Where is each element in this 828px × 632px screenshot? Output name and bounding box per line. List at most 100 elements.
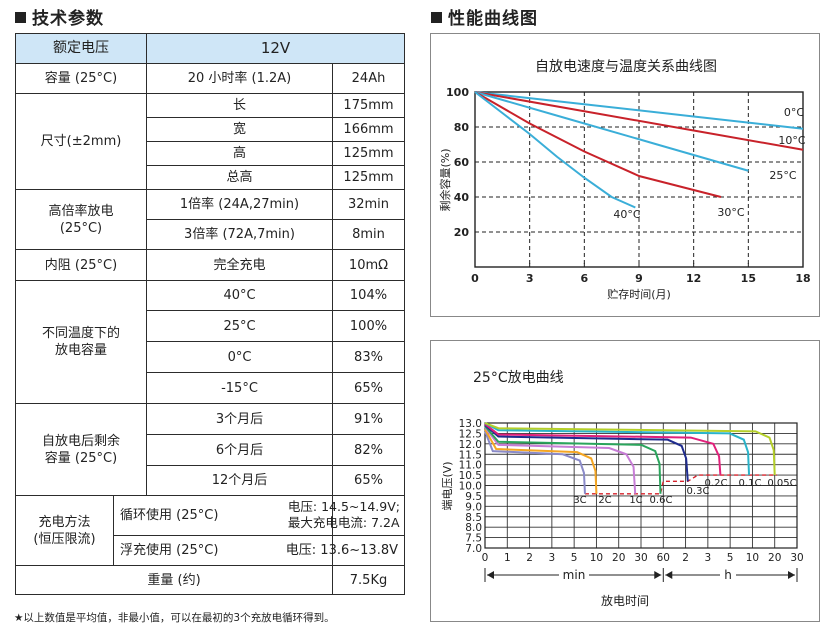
high-rate-label-line2: (25°C) — [59, 220, 103, 236]
self-discharge-chart: 自放电速度与温度关系曲线图 20 40 60 80 100 0 3 6 9 12 15 18 0°C 10°… — [430, 33, 820, 317]
temp-value: 104% — [332, 280, 405, 311]
dim-value: 125mm — [332, 165, 405, 190]
y-tick-label: 10.5 — [459, 470, 482, 482]
series-line-0.2C — [484, 423, 722, 476]
self-discharge-label: 自放电后剩余 容量 (25°C) — [15, 403, 147, 496]
y-tick-label: 7.0 — [465, 543, 482, 555]
table-row: -15°C 65% — [16, 372, 405, 404]
series-label: 30°C — [717, 206, 744, 219]
x-tick-label: 60 — [657, 552, 670, 564]
capacity-rate: 20 小时率 (1.2A) — [146, 63, 333, 94]
x-unit-min: min — [563, 568, 586, 582]
series-label: 3C — [573, 495, 586, 506]
high-rate-label-line1: 高倍率放电 — [48, 203, 114, 219]
y-tick-label: 13.0 — [459, 418, 482, 430]
series-label: 0°C — [784, 106, 804, 119]
charge-cycle-row: 充电方法 (恒压限流) 循环使用 (25°C) 电压: 14.5~14.9V; 最大… — [15, 495, 405, 566]
series-line-0.3C — [484, 424, 689, 482]
h-label-bg — [720, 567, 736, 583]
capacity-value: 24Ah — [332, 63, 405, 94]
charge-cycle-current: 最大充电电流: 7.2A — [287, 515, 400, 530]
plot-frame — [484, 422, 798, 549]
internal-resistance-condition: 完全充电 — [146, 249, 333, 281]
temp-capacity-label-line1: 不同温度下的 — [41, 326, 120, 341]
discharge-curve-chart-svg: 25°C放电曲线7.07.58.08.59.09.510.010.511.011… — [441, 370, 804, 608]
high-rate-name: 3倍率 (72A,7min) — [146, 219, 333, 250]
min-label-bg — [559, 567, 589, 583]
self-discharge-name: 3个月后 — [146, 403, 333, 435]
x-tick-label: 18 — [795, 272, 810, 285]
discharge-curve-chart: 25°C放电曲线 7.0 7.5 8.0 8.5 9.0 9.5 10.0 10.5 11.0 11… — [430, 340, 820, 622]
x-tick-label: 3 — [549, 552, 556, 564]
series-line-30°C — [474, 91, 722, 198]
self-discharge-label-line1: 自放电后剩余 — [41, 433, 120, 449]
y-tick-label: 10.0 — [459, 481, 482, 493]
series-line-0.1C — [484, 422, 751, 476]
cutoff-voltage-line — [584, 474, 777, 495]
rated-voltage-value: 12V — [146, 33, 405, 64]
charge-method-label: 充电方法 (恒压限流) — [15, 495, 114, 566]
y-tick-label: 9.0 — [465, 501, 482, 513]
x-unit-h: h — [724, 568, 732, 582]
y-tick-label: 100 — [446, 86, 469, 99]
weight-value: 7.5Kg — [332, 565, 405, 595]
series-label: 0.2C — [705, 478, 728, 489]
high-rate-name: 1倍率 (24A,27min) — [146, 189, 333, 220]
arrow-head-icon — [665, 571, 673, 579]
self-discharge-chart-svg: 自放电速度与温度关系曲线图 20 40 60 80 100 0 3 6 9 12 15 18 0°C 10°… — [438, 59, 811, 301]
series-label: 40°C — [613, 208, 640, 221]
y-tick-label: 8.5 — [465, 512, 482, 524]
temp-capacity-label: 不同温度下的 放电容量 — [15, 280, 147, 404]
y-tick-label: 80 — [454, 121, 470, 134]
weight-label: 重量 (约) — [15, 565, 333, 595]
footnote: ★以上数值是平均值，非最小值，可以在最初的3个充放电循环得到。 — [14, 612, 335, 624]
charge-float-value: 电压: 13.6~13.8V — [286, 535, 405, 566]
x-tick-label: 20 — [612, 552, 625, 564]
temp-name: 40°C — [146, 280, 333, 311]
rated-voltage-label: 额定电压 — [15, 33, 147, 64]
arrow-head-icon — [788, 571, 795, 579]
charge-float-label: 浮充使用 (25°C) — [113, 535, 333, 566]
series-line-0.6C — [484, 425, 662, 494]
series-line-2C — [484, 428, 598, 494]
high-rate-label: 高倍率放电 (25°C) — [15, 189, 147, 250]
series-label: 0.1C — [739, 478, 762, 489]
y-tick-label: 7.5 — [465, 533, 482, 545]
series-label: 10°C — [778, 134, 805, 147]
internal-resistance-row: 内阻 (25°C) 完全充电 10mΩ — [15, 249, 405, 281]
series-label: 2C — [598, 495, 611, 506]
temp-value: 83% — [332, 341, 405, 373]
table-row: 高倍率放电 (25°C) 1倍率 (24A,27min) 32min — [15, 189, 405, 250]
dim-value: 175mm — [332, 93, 405, 118]
y-axis-label: 剩余容量(%) — [438, 148, 452, 211]
temp-value: 100% — [332, 310, 405, 342]
internal-resistance-value: 10mΩ — [332, 249, 405, 281]
charge-float-row: 浮充使用 (25°C) 电压: 13.6~13.8V — [16, 535, 405, 566]
series-label: 1C — [629, 495, 642, 506]
spec-table: 额定电压 12V 容量 (25°C) 20 小时率 (1.2A) 24Ah 尺寸… — [15, 33, 405, 595]
table-row: 宽 166mm — [16, 117, 405, 142]
internal-resistance-label: 内阻 (25°C) — [15, 249, 147, 281]
y-axis-label: 端电压(V) — [441, 461, 454, 510]
x-tick-label: 6 — [581, 272, 589, 285]
x-tick-label: 3 — [526, 272, 534, 285]
chart-title: 25°C放电曲线 — [473, 370, 564, 386]
weight-row: 重量 (约) 7.5Kg — [15, 565, 405, 595]
self-discharge-value: 82% — [332, 434, 405, 466]
high-rate-value: 8min — [332, 219, 405, 250]
plot-frame — [474, 91, 804, 268]
charge-method-label-line1: 充电方法 — [38, 514, 91, 530]
table-row: 3倍率 (72A,7min) 8min — [16, 219, 405, 250]
dim-name: 高 — [146, 141, 333, 166]
table-row: 自放电后剩余 容量 (25°C) 3个月后 91% — [15, 403, 405, 496]
series-label: 0.05C — [767, 478, 796, 489]
dim-name: 宽 — [146, 117, 333, 142]
table-row: 尺寸(±2mm) 长 175mm — [15, 93, 405, 190]
x-axis-label: 贮存时间(月) — [607, 287, 671, 301]
temp-name: 0°C — [146, 341, 333, 373]
dimensions-label: 尺寸(±2mm) — [15, 93, 147, 190]
rated-voltage-row: 额定电压 12V — [15, 33, 405, 64]
y-tick-label: 11.0 — [459, 460, 482, 472]
self-discharge-name: 12个月后 — [146, 465, 333, 496]
square-bullet-icon — [431, 12, 442, 23]
